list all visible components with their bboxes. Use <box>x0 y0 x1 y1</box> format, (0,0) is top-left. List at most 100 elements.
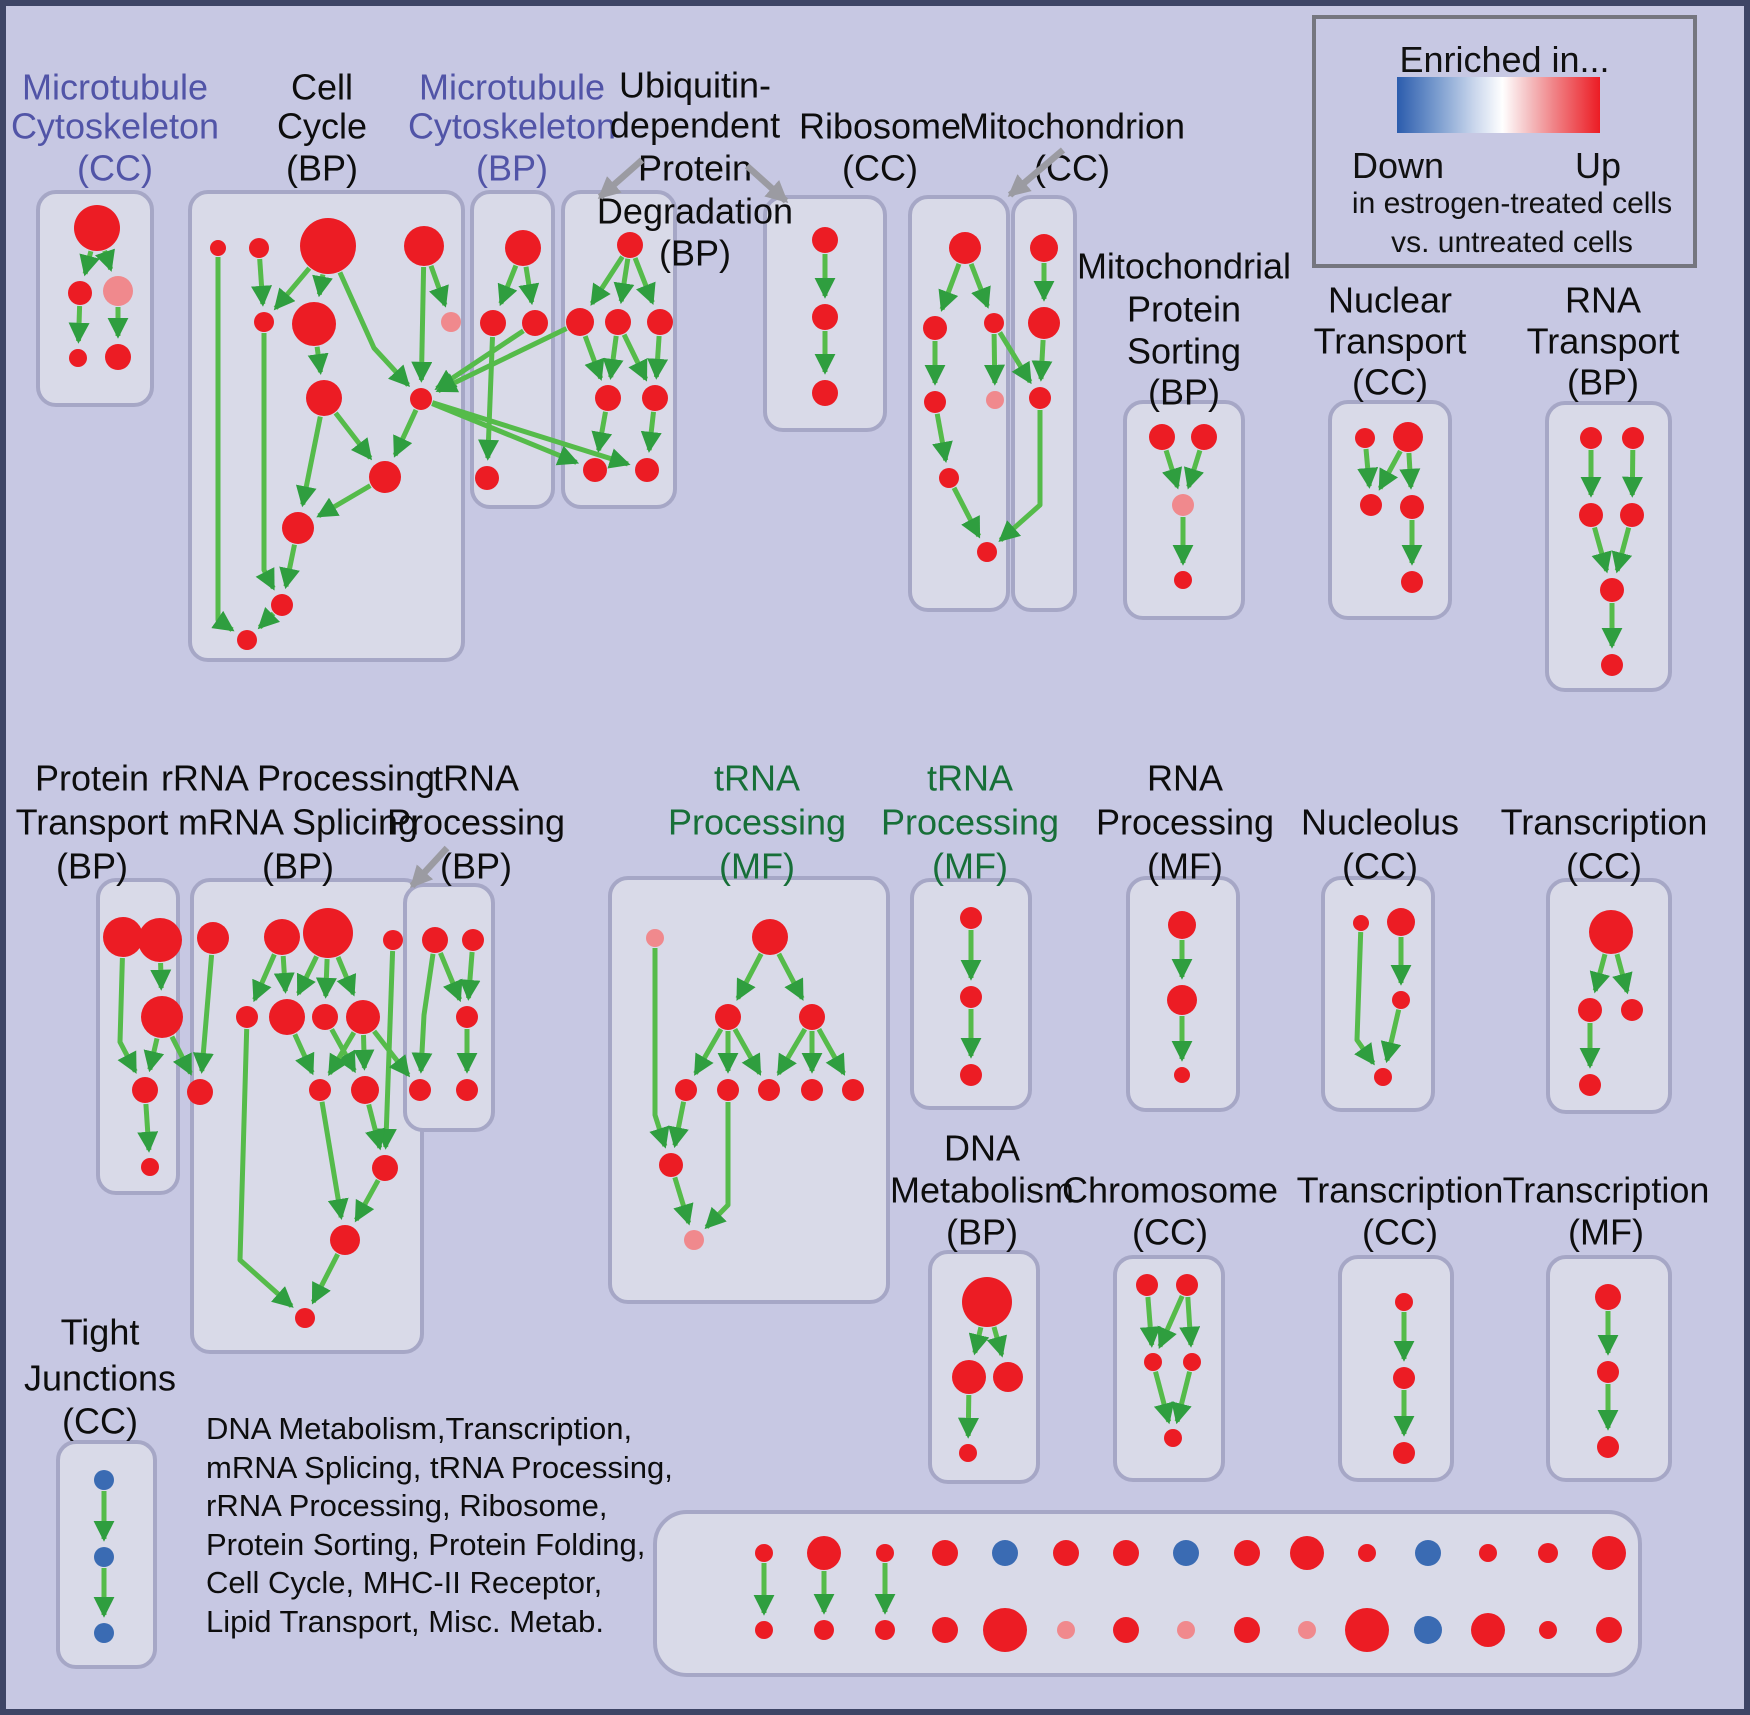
edge-nuclear-transport <box>1399 452 1421 490</box>
edge-nucleolus <box>1354 931 1376 1066</box>
node-ribosome-e <box>986 391 1004 409</box>
node-protein-transport-a <box>103 917 143 957</box>
cluster-label-protein-transport: Protein <box>35 758 149 799</box>
node-trna-mf-large-lw <box>659 1153 683 1177</box>
edge-mitochondrion <box>1031 339 1053 382</box>
edge-protein-transport <box>137 1103 159 1153</box>
cluster-label-rna-processing-mf: (MF) <box>1147 846 1223 887</box>
cluster-label-microtubule-cc: Microtubule <box>22 67 208 108</box>
cluster-label-nuclear-transport: Transport <box>1314 321 1467 362</box>
cluster-label-nucleolus: (CC) <box>1342 846 1418 887</box>
node-rna-processing-mf-b <box>1167 985 1197 1015</box>
node-trna-mf-small-q1 <box>960 907 982 929</box>
node-transcription-cc-upper-a <box>1589 910 1633 954</box>
edge-rrna-mrna <box>353 1034 375 1071</box>
edge-cell-cycle <box>392 408 419 458</box>
node-cell-cycle-n5 <box>441 312 461 332</box>
node-ribosome-a <box>949 232 981 264</box>
edge-microtubule-bp <box>478 336 499 461</box>
node-rrna-mrna-c <box>303 908 353 958</box>
edge-ribosome <box>938 263 962 312</box>
edge-ubiquitin-a <box>582 335 605 381</box>
node-misc-b5 <box>1057 1621 1075 1639</box>
node-protein-transport-e <box>141 1158 159 1176</box>
legend-title: Enriched in... <box>1399 39 1610 80</box>
node-cell-cycle-n10 <box>369 461 401 493</box>
cluster-label-microtubule-bp: Cytoskeleton <box>408 106 616 147</box>
cluster-box-transcription-cc-upper <box>1546 878 1672 1114</box>
cluster-label-nuclear-transport: Nuclear <box>1328 280 1452 321</box>
node-cell-cycle-n13 <box>237 630 257 650</box>
node-rrna-mrna-n <box>295 1308 315 1328</box>
node-dna-metabolism-c <box>993 1362 1023 1392</box>
cluster-label-tight-junctions: (CC) <box>62 1401 138 1442</box>
node-nuclear-transport-b <box>1393 422 1423 452</box>
node-misc-b6 <box>1113 1617 1139 1643</box>
node-misc-b12 <box>1471 1613 1505 1647</box>
edge-protein-transport <box>150 962 172 991</box>
node-nucleolus-s <box>1353 915 1369 931</box>
cluster-label-trna-bp: (BP) <box>440 846 512 887</box>
legend-subtitle-line2: vs. untreated cells <box>1391 226 1633 259</box>
cluster-label-chromosome: Chromosome <box>1062 1170 1278 1211</box>
edge-trna-mf-large <box>776 1027 808 1077</box>
node-ubiquitin-a-t <box>617 232 643 258</box>
node-ubiquitin-b-u3 <box>812 380 838 406</box>
edge-trna-mf-large <box>704 1102 731 1230</box>
edge-nucleolus <box>1380 1009 1402 1064</box>
cluster-label-rna-transport: RNA <box>1565 280 1641 321</box>
node-microtubule-cc-e <box>105 344 131 370</box>
cluster-label-dna-metabolism: Metabolism <box>890 1170 1074 1211</box>
node-cell-cycle-n1 <box>210 240 226 256</box>
cluster-label-ribosome: (CC) <box>842 148 918 189</box>
edge-trna-mf-large <box>732 1027 762 1076</box>
node-rrna-mrna-f <box>269 999 305 1035</box>
cross-edge <box>372 1029 411 1078</box>
edge-ubiquitin-a <box>647 335 669 380</box>
node-trna-mf-large-pk <box>646 929 664 947</box>
node-misc-t0 <box>755 1544 773 1562</box>
node-misc-t9 <box>1290 1536 1324 1570</box>
cluster-label-trna-mf-large: tRNA <box>714 758 800 799</box>
edge-trna-bp <box>438 951 463 1003</box>
cluster-label-dna-metabolism: DNA <box>944 1128 1020 1169</box>
cluster-box-transcription-cc-lower <box>1338 1255 1454 1482</box>
cluster-label-rrna-mrna: (BP) <box>262 846 334 887</box>
cluster-box-nucleolus <box>1321 876 1435 1112</box>
misc-text-line: DNA Metabolism,Transcription, <box>206 1411 633 1446</box>
cluster-label-trna-bp: tRNA <box>433 758 519 799</box>
node-mitochondrion-m2 <box>1028 307 1060 339</box>
node-trna-bp-p3 <box>456 1006 478 1028</box>
edge-dna-metabolism <box>968 1326 990 1356</box>
edge-nuclear-transport <box>1377 449 1403 491</box>
node-misc-t8 <box>1234 1540 1260 1566</box>
node-misc-b2 <box>875 1620 895 1640</box>
node-misc-b8 <box>1234 1617 1260 1643</box>
edge-rrna-mrna <box>237 1028 294 1308</box>
pointer-arrow-icon <box>409 845 450 889</box>
node-rrna-mrna-h <box>346 1000 380 1034</box>
edge-microtubule-cc <box>79 250 100 277</box>
legend-subtitle-line1: in estrogen-treated cells <box>1351 187 1673 220</box>
cluster-label-transcription-cc-upper: (CC) <box>1566 846 1642 887</box>
node-ribosome-b <box>923 316 947 340</box>
cluster-label-nuclear-transport: (CC) <box>1352 362 1428 403</box>
node-misc-t14 <box>1592 1536 1626 1570</box>
edge-cell-cycle <box>411 266 433 383</box>
node-trna-mf-large-mr <box>799 1004 825 1030</box>
cross-edge <box>431 400 631 469</box>
node-misc-t6 <box>1113 1540 1139 1566</box>
edge-microtubule-bp <box>497 264 519 307</box>
node-misc-b7 <box>1177 1621 1195 1639</box>
edge-trna-mf-large <box>672 1176 694 1226</box>
node-microtubule-cc-c <box>103 276 133 306</box>
node-transcription-mf-a <box>1595 1284 1621 1310</box>
edge-ribosome <box>968 262 991 309</box>
edge-mito-protein-sorting <box>1161 449 1183 490</box>
node-ubiquitin-a-r3a <box>595 385 621 411</box>
node-rrna-mrna-b <box>264 919 300 955</box>
node-rna-transport-e <box>1600 578 1624 602</box>
cluster-label-transcription-cc-lower: (CC) <box>1362 1212 1438 1253</box>
cluster-label-transcription-mf: Transcription <box>1503 1170 1710 1211</box>
